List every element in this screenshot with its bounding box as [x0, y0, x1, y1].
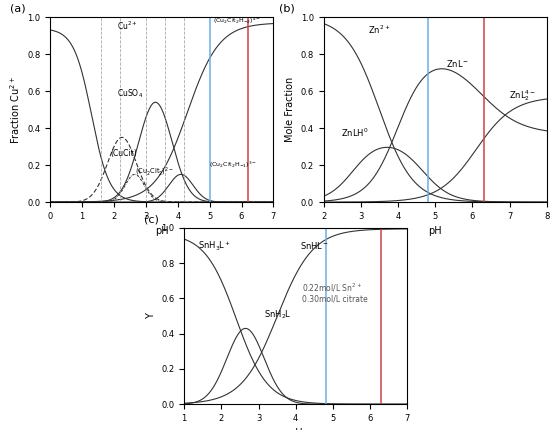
Text: ZnL$^-$: ZnL$^-$ [446, 58, 470, 69]
Text: (b): (b) [279, 3, 295, 14]
X-axis label: pH: pH [289, 428, 302, 430]
Text: (Cu$_2$Cit$_2$)$^{2-}$: (Cu$_2$Cit$_2$)$^{2-}$ [135, 166, 174, 178]
Text: (a): (a) [10, 3, 26, 14]
Text: SnH$_2$L: SnH$_2$L [264, 309, 292, 321]
Text: (Cu$_2$Cit$_2$H$_{-2}$)$^{4-}$: (Cu$_2$Cit$_2$H$_{-2}$)$^{4-}$ [213, 15, 261, 26]
Y-axis label: Mole Fraction: Mole Fraction [285, 77, 295, 142]
Text: CuSO$_4$: CuSO$_4$ [117, 88, 143, 100]
Text: Zn$^{2+}$: Zn$^{2+}$ [368, 24, 391, 36]
Text: SnH$_3$L$^+$: SnH$_3$L$^+$ [198, 240, 231, 252]
Text: (CuCit): (CuCit) [110, 149, 137, 158]
Text: ZnLH$^0$: ZnLH$^0$ [341, 127, 369, 139]
Text: Cu$^{2+}$: Cu$^{2+}$ [117, 20, 138, 32]
X-axis label: pH: pH [155, 226, 169, 237]
Text: ZnL$_2^{4-}$: ZnL$_2^{4-}$ [509, 88, 536, 103]
Y-axis label: Y: Y [146, 313, 156, 319]
Text: SnHL$^-$: SnHL$^-$ [300, 240, 329, 251]
Y-axis label: Fraction Cu$^{2+}$: Fraction Cu$^{2+}$ [8, 76, 22, 144]
Text: 0.22mol/L Sn$^{2+}$
0.30mol/L citrate: 0.22mol/L Sn$^{2+}$ 0.30mol/L citrate [302, 281, 368, 304]
X-axis label: pH: pH [429, 226, 442, 237]
Text: (Cu$_2$Cit$_2$H$_{-1}$)$^{3-}$: (Cu$_2$Cit$_2$H$_{-1}$)$^{3-}$ [209, 160, 257, 170]
Text: (c): (c) [144, 215, 159, 224]
